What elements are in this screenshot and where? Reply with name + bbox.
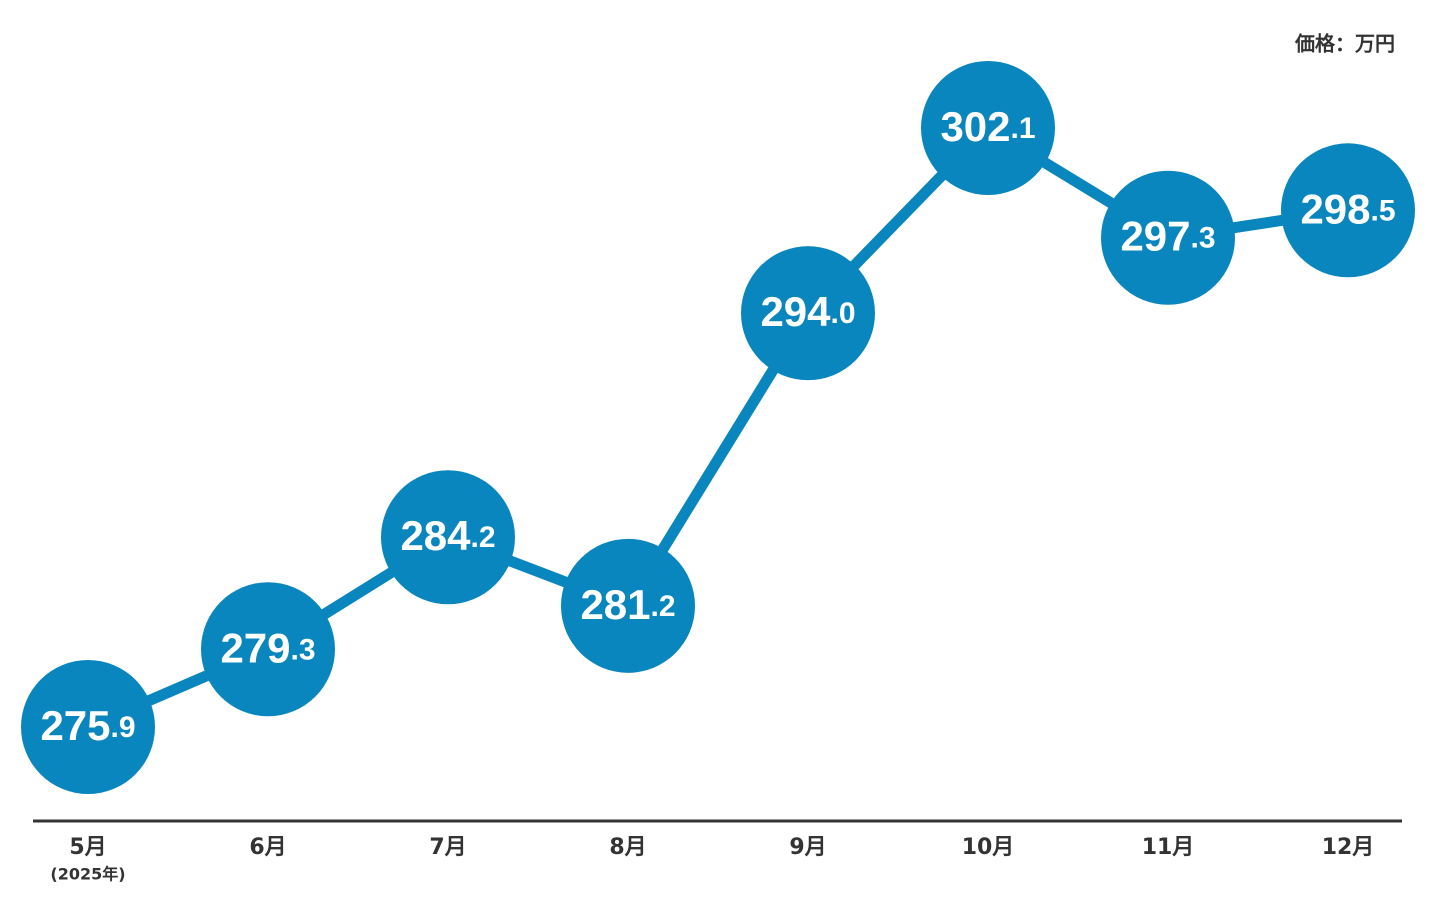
value-label: 275.9 bbox=[40, 702, 135, 749]
point bbox=[21, 660, 155, 794]
x-tick-label: 12月 bbox=[1322, 835, 1375, 860]
value-label: 297.3 bbox=[1120, 213, 1215, 260]
value-label: 302.1 bbox=[940, 103, 1035, 150]
point bbox=[1281, 143, 1415, 278]
value-label: 279.3 bbox=[220, 624, 315, 671]
value-label: 284.2 bbox=[400, 512, 495, 559]
point bbox=[381, 470, 515, 605]
x-tick-label: 5月 bbox=[69, 835, 106, 860]
point bbox=[1101, 170, 1235, 305]
x-tick-label: 10月 bbox=[962, 835, 1015, 860]
x-tick-label: 11月 bbox=[1142, 835, 1195, 860]
x-tick-label: 7月 bbox=[429, 835, 466, 860]
x-tick-label: 6月 bbox=[249, 835, 286, 860]
x-tick-label: 8月 bbox=[609, 835, 646, 860]
point bbox=[201, 582, 335, 717]
point bbox=[921, 61, 1055, 195]
point bbox=[741, 246, 875, 381]
point bbox=[561, 538, 695, 673]
x-tick-note: (2025年) bbox=[50, 865, 125, 884]
value-label: 294.0 bbox=[760, 288, 855, 335]
value-label: 298.5 bbox=[1300, 185, 1395, 232]
unit-label: 価格：万円 bbox=[1294, 32, 1395, 56]
x-tick-label: 9月 bbox=[789, 835, 826, 860]
value-label: 281.2 bbox=[580, 581, 675, 628]
